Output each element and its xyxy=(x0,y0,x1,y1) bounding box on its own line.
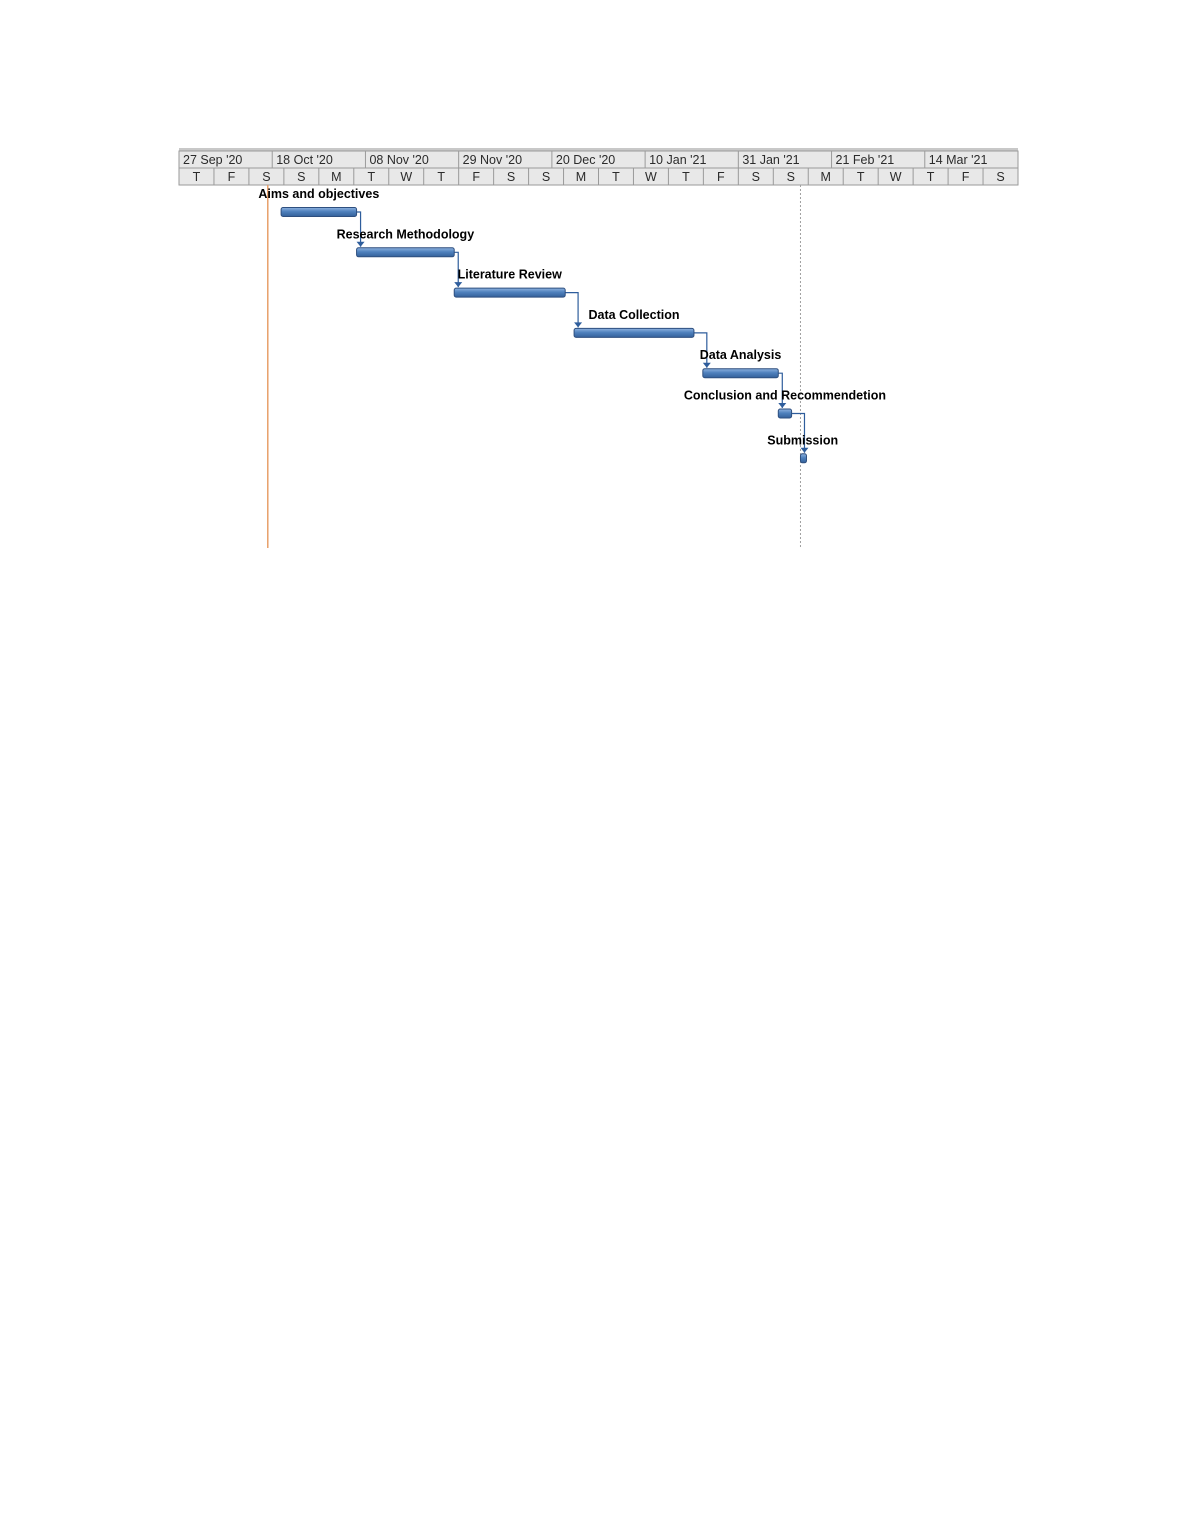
dependency-arrowhead xyxy=(800,447,809,453)
dependency-arrowhead xyxy=(454,282,463,288)
task-label: Research Methodology xyxy=(337,227,475,241)
period-label: 27 Sep '20 xyxy=(183,153,242,167)
day-label: S xyxy=(297,170,305,184)
dependency-link xyxy=(356,211,362,247)
timescale-header: 27 Sep '20 18 Oct '20 08 Nov '20 29 Nov '20… xyxy=(178,148,1019,186)
period-label: 29 Nov '20 xyxy=(463,153,522,167)
header-top-strip xyxy=(179,148,1018,151)
day-label: F xyxy=(962,170,970,184)
day-label: S xyxy=(262,170,270,184)
period-label: 14 Mar '21 xyxy=(929,153,988,167)
period-label: 21 Feb '21 xyxy=(836,153,895,167)
day-label: F xyxy=(717,170,725,184)
day-label: T xyxy=(857,170,865,184)
task-label: Submission xyxy=(767,433,838,447)
day-label: W xyxy=(645,170,657,184)
day-label: M xyxy=(576,170,586,184)
day-label: S xyxy=(996,170,1004,184)
day-label: T xyxy=(367,170,375,184)
task-label: Literature Review xyxy=(458,268,562,282)
day-label: F xyxy=(228,170,236,184)
day-label: T xyxy=(682,170,690,184)
day-label: S xyxy=(752,170,760,184)
period-label: 10 Jan '21 xyxy=(649,153,706,167)
task-bars xyxy=(280,207,807,464)
day-label: S xyxy=(542,170,550,184)
day-label: T xyxy=(927,170,935,184)
task-bar xyxy=(280,207,358,217)
task-bar xyxy=(702,368,779,379)
day-label: S xyxy=(507,170,515,184)
day-label: M xyxy=(331,170,341,184)
dependency-arrowhead xyxy=(778,403,787,408)
task-label: Data Analysis xyxy=(700,348,782,362)
period-label: 20 Dec '20 xyxy=(556,153,615,167)
task-bar xyxy=(777,408,793,419)
day-label: S xyxy=(787,170,795,184)
dependency-arrowhead xyxy=(574,322,583,328)
day-label: W xyxy=(400,170,412,184)
dependency-link xyxy=(778,372,783,408)
dependency-arrowhead xyxy=(702,362,711,368)
task-bar xyxy=(799,453,807,464)
dependency-link xyxy=(565,292,579,328)
day-label: W xyxy=(890,170,902,184)
day-label: T xyxy=(612,170,620,184)
day-label: T xyxy=(193,170,201,184)
timeline-markers xyxy=(267,185,801,548)
dependency-link xyxy=(454,251,459,288)
task-bar xyxy=(356,247,455,258)
dependency-links xyxy=(356,211,809,453)
dependency-arrowhead xyxy=(356,241,365,247)
day-label: T xyxy=(437,170,445,184)
period-label: 18 Oct '20 xyxy=(276,153,333,167)
dependency-link xyxy=(693,332,708,368)
period-label: 31 Jan '21 xyxy=(742,153,799,167)
period-label: 08 Nov '20 xyxy=(369,153,428,167)
day-label: F xyxy=(472,170,480,184)
dependency-link xyxy=(791,412,806,453)
task-labels: Aims and objectives Research Methodology L… xyxy=(258,187,886,447)
task-bar xyxy=(453,287,566,298)
task-bar xyxy=(573,327,695,338)
task-label: Data Collection xyxy=(589,308,680,322)
task-label: Aims and objectives xyxy=(258,187,379,201)
day-label: M xyxy=(821,170,831,184)
task-label: Conclusion and Recommendetion xyxy=(684,389,886,403)
